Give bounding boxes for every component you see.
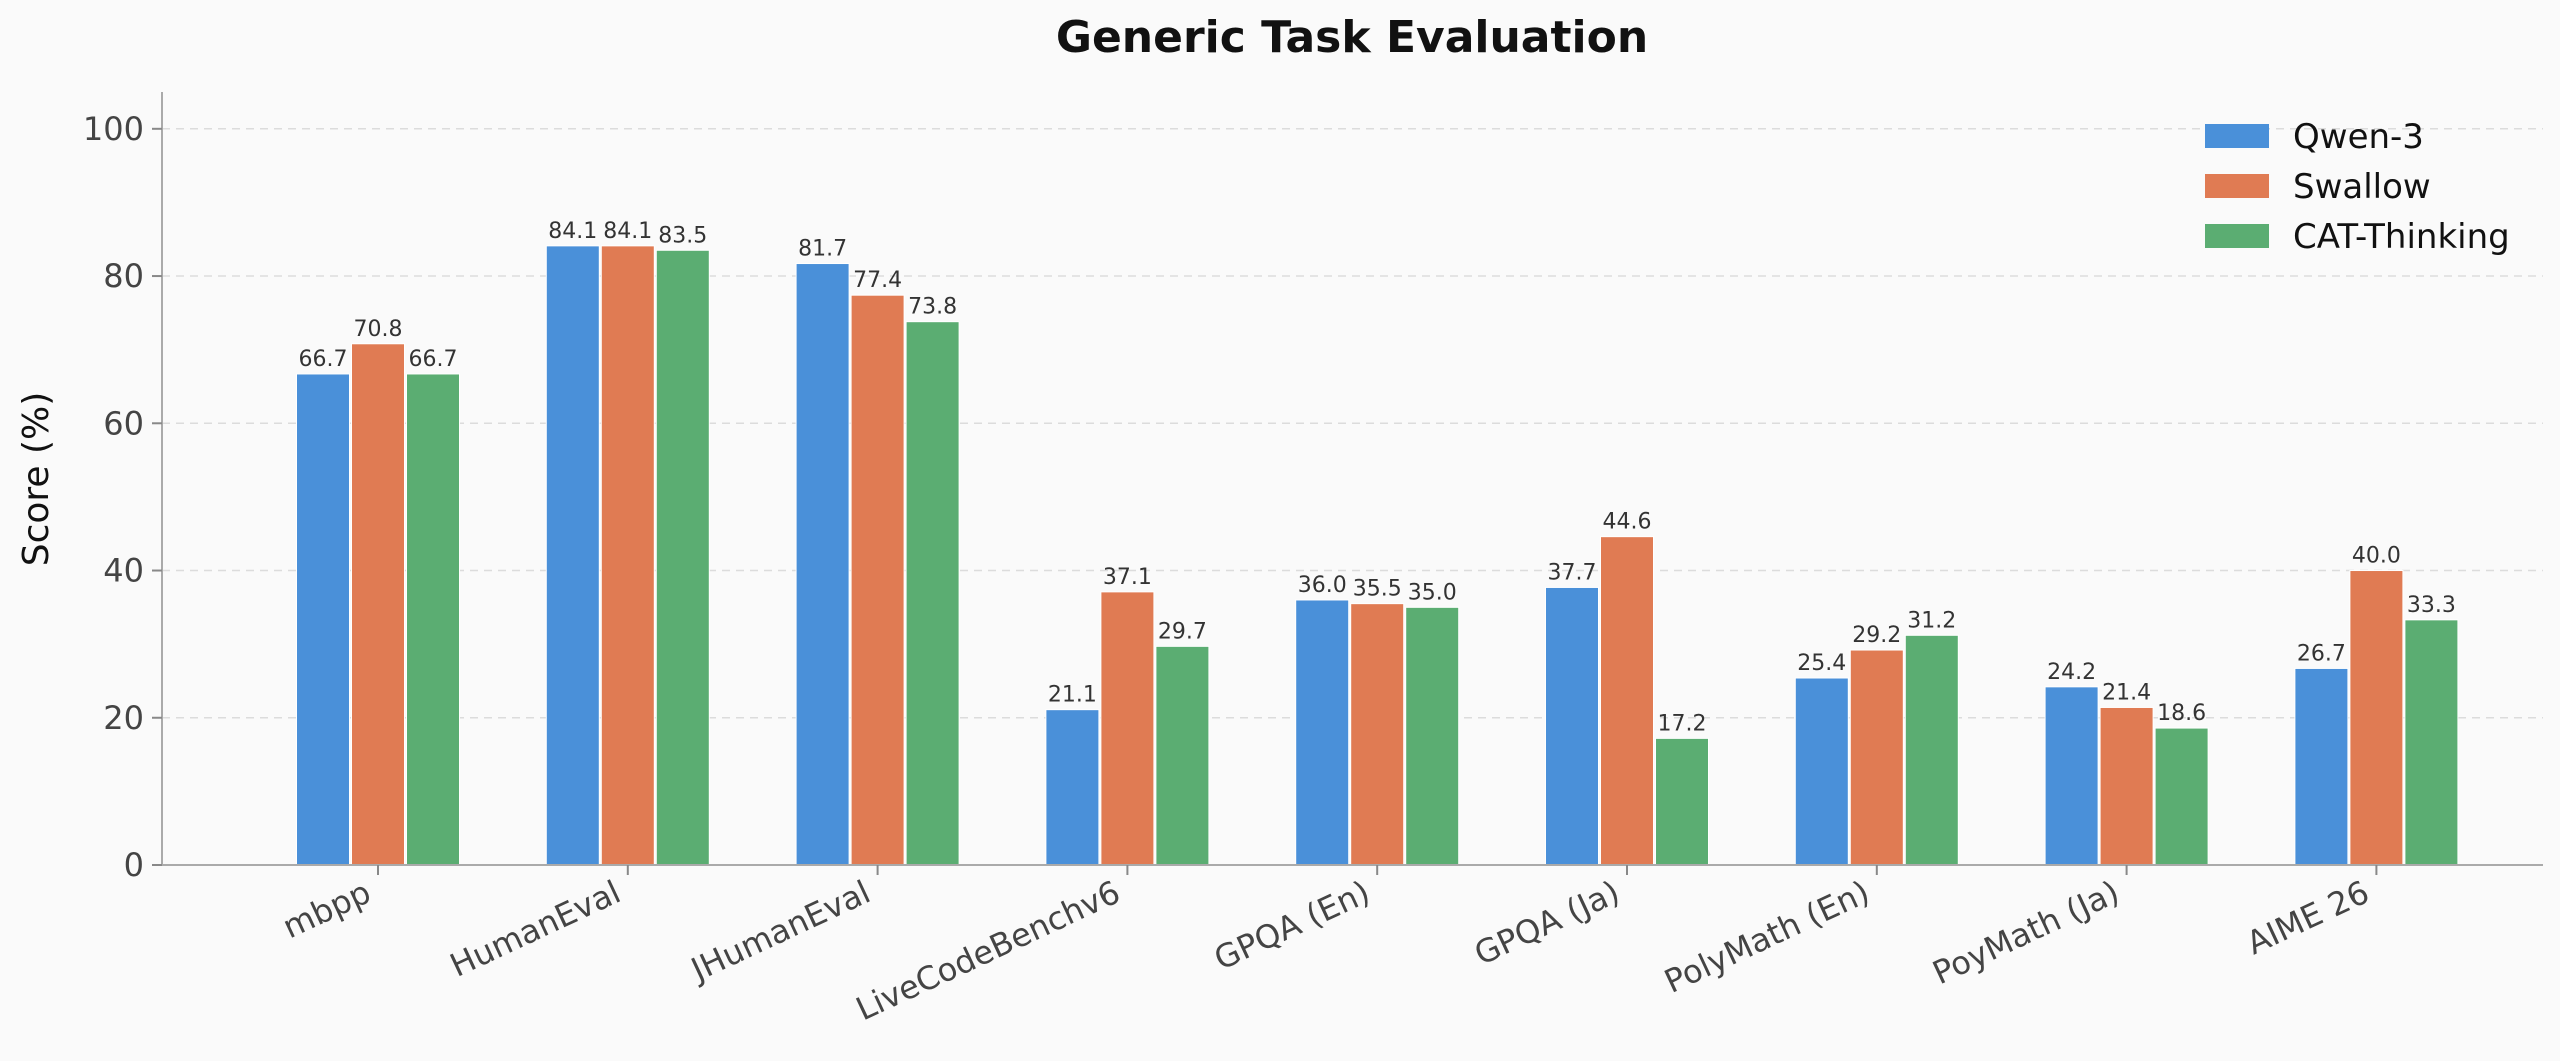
bar-value-label: 40.0 — [2352, 544, 2401, 569]
bar — [795, 263, 850, 866]
bar-value-label: 29.2 — [1852, 623, 1901, 648]
y-tick-label: 80 — [103, 257, 144, 295]
bar — [2349, 570, 2404, 866]
bars — [296, 245, 2459, 866]
bar — [1155, 645, 1210, 866]
bar — [1904, 634, 1959, 866]
bar-value-label: 21.4 — [2102, 680, 2151, 705]
y-tick-label: 40 — [103, 552, 144, 590]
y-tick-label: 0 — [124, 846, 144, 884]
x-tick-label: AIME 26 — [2241, 873, 2375, 962]
bar — [2404, 619, 2459, 866]
chart-title: Generic Task Evaluation — [1056, 12, 1648, 63]
bar-value-label: 37.1 — [1103, 565, 1152, 590]
bar — [351, 343, 405, 866]
y-tick-label: 100 — [83, 110, 144, 148]
bar — [406, 373, 460, 866]
bar — [905, 321, 960, 866]
bar-value-label: 35.5 — [1353, 577, 1402, 602]
bar-value-label: 66.7 — [299, 347, 348, 372]
legend-swatch — [2205, 124, 2269, 148]
bar-value-label: 77.4 — [853, 268, 902, 293]
bar-value-label: 35.0 — [1408, 580, 1457, 605]
bar-value-label: 83.5 — [658, 223, 707, 248]
bar — [1849, 649, 1904, 866]
x-tick-label: mbpp — [277, 873, 377, 946]
value-labels: 66.770.866.784.1 84.1 83.581.777.473.821.1… — [299, 219, 2456, 737]
bar — [1545, 586, 1599, 866]
x-tick-label: PoyMath (Ja) — [1927, 873, 2125, 992]
x-tick-label: GPQA (En) — [1208, 873, 1375, 978]
bar-value-label: 36.0 — [1298, 573, 1347, 598]
bar — [296, 373, 350, 866]
bar — [2044, 686, 2099, 866]
bar — [655, 249, 710, 866]
legend-swatch — [2205, 224, 2269, 248]
bar-value-label: 21.1 — [1048, 683, 1097, 708]
bar — [1655, 737, 1709, 866]
legend-entry-label: CAT-Thinking — [2293, 217, 2510, 257]
bar — [2099, 706, 2154, 866]
y-ticks: 0 20 40 60 80 100 — [83, 110, 162, 884]
bar-value-label: 33.3 — [2407, 593, 2456, 618]
bar — [1794, 677, 1849, 866]
bar-value-label: 73.8 — [908, 295, 957, 320]
bar-value-label: 26.7 — [2297, 641, 2346, 666]
bar-value-label: 25.4 — [1797, 651, 1846, 676]
bar-value-label: 37.7 — [1548, 560, 1597, 585]
bar-value-label: 18.6 — [2157, 701, 2206, 726]
x-tick-label: GPQA (Ja) — [1469, 873, 1626, 973]
bar — [850, 294, 905, 866]
bar — [1100, 591, 1155, 866]
bar-value-label: 84.1 — [548, 219, 597, 244]
bar — [1405, 606, 1460, 866]
bar — [1295, 599, 1350, 866]
y-axis-label: Score (%) — [16, 392, 57, 567]
bar — [1350, 603, 1405, 866]
x-tick-label: JHumanEval — [684, 873, 876, 990]
bar — [545, 245, 600, 866]
x-tick-label: PolyMath (En) — [1659, 873, 1876, 1001]
bar-value-label: 17.2 — [1658, 711, 1707, 736]
legend-entry-label: Qwen-3 — [2293, 117, 2424, 157]
legend-swatch — [2205, 174, 2269, 198]
bar — [1045, 709, 1100, 866]
bar — [2294, 667, 2349, 866]
bar-value-label: 70.8 — [354, 317, 403, 342]
y-tick-label: 60 — [103, 404, 144, 442]
bar-value-label: 84.1 — [603, 219, 652, 244]
x-tick-label: HumanEval — [444, 873, 626, 985]
bar-value-label: 24.2 — [2047, 660, 2096, 685]
bar-value-label: 81.7 — [798, 237, 847, 262]
bar-value-label: 66.7 — [409, 347, 458, 372]
bar-value-label: 44.6 — [1603, 510, 1652, 535]
x-tick-label: LiveCodeBenchv6 — [850, 873, 1126, 1028]
bar-value-label: 31.2 — [1907, 608, 1956, 633]
bar — [2154, 727, 2209, 866]
bar — [1600, 536, 1654, 866]
y-tick-label: 20 — [103, 699, 144, 737]
legend-entry-label: Swallow — [2293, 167, 2431, 207]
bar-value-label: 29.7 — [1158, 619, 1207, 644]
legend: Qwen-3 Swallow CAT-Thinking — [2205, 117, 2510, 257]
bar — [600, 245, 655, 866]
